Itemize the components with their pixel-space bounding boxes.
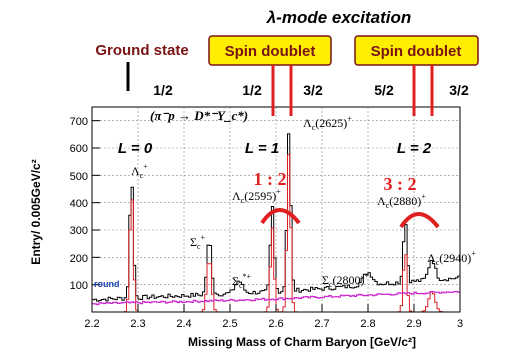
x-tick-label: 2.9 <box>406 318 421 330</box>
y-tick-label: 600 <box>70 143 88 155</box>
peak-label-lc2625: Λc(2625)+ <box>303 114 352 132</box>
peak-superscript: + <box>471 249 476 258</box>
x-tick-label: 2.7 <box>314 318 329 330</box>
y-tick-label: 500 <box>70 171 88 183</box>
peak-symbol: Λ <box>232 189 241 203</box>
legend-label-partial: round <box>94 279 120 289</box>
peak-subscript: c <box>140 171 144 180</box>
chart-title: λ-mode excitation <box>266 8 412 27</box>
spin-label-ground: 1/2 <box>153 82 173 98</box>
ratio-label-3-2: 3 : 2 <box>384 174 417 194</box>
peak-superscript: + <box>276 187 281 196</box>
peak-superscript: + <box>347 114 352 123</box>
x-tick-label: 2.6 <box>268 318 283 330</box>
peak-subscript: c <box>312 123 316 132</box>
x-axis-title: Missing Mass of Charm Baryon [GeV/c²] <box>188 335 416 349</box>
y-tick-label: 200 <box>70 253 88 265</box>
peak-symbol: Λ <box>131 164 140 178</box>
peak-label-lc2595: Λc(2595)+ <box>232 187 281 205</box>
ground-state-label: Ground state <box>95 42 188 59</box>
peak-subscript: c <box>197 242 201 251</box>
y-axis-title: Entry/ 0.005GeV/c² <box>29 159 43 264</box>
x-tick-label: 2.2 <box>84 318 99 330</box>
spin-label-doublet2-three-halves: 3/2 <box>449 82 469 98</box>
peak-mass: (2625) <box>315 116 347 130</box>
peak-subscript: c <box>241 196 245 205</box>
peak-symbol: Σ <box>190 235 197 249</box>
l0-label: L = 0 <box>118 140 153 157</box>
spin-doublet-label-1: Spin doublet <box>225 43 316 60</box>
spin-label-doublet1-three-halves: 3/2 <box>303 82 323 98</box>
peak-subscript: c <box>239 281 243 290</box>
peak-mass: (2800) <box>333 273 365 287</box>
ratio-arc-doublet1 <box>260 208 301 225</box>
peak-superscript: + <box>365 271 370 280</box>
peak-subscript: c <box>329 280 333 289</box>
peak-symbol: Σ <box>322 273 329 287</box>
x-tick-label: 2.8 <box>360 318 375 330</box>
histogram-total <box>92 133 460 302</box>
peak-superscript: + <box>201 233 206 242</box>
peak-symbol: Λ <box>427 251 436 265</box>
reaction-label: (π⁻p → D*⁻Y_c*) <box>150 108 248 123</box>
l1-label: L = 1 <box>245 140 279 157</box>
peak-label-sc2800: Σc(2800)+ <box>322 271 370 289</box>
peak-label-sigma-c: Σc+ <box>190 233 206 251</box>
peak-symbol: Σ <box>232 274 239 288</box>
peak-label-lc2880: Λc(2880)+ <box>377 192 426 210</box>
peak-mass: (2940) <box>439 251 471 265</box>
y-tick-labels: 100 200 300 400 500 600 700 <box>70 116 88 292</box>
histogram-background <box>92 290 460 306</box>
peak-label-lambda-c: Λc+ <box>131 162 148 180</box>
spin-doublet-box-1 <box>208 35 332 66</box>
peak-symbol: Λ <box>303 116 312 130</box>
spin-label-five-halves: 5/2 <box>374 82 394 98</box>
spin-doublet-label-2: Spin doublet <box>371 43 462 60</box>
axis-ticks <box>91 120 461 312</box>
peak-symbol: Λ <box>377 194 386 208</box>
ratio-label-1-2: 1 : 2 <box>254 169 287 189</box>
l2-label: L = 2 <box>397 140 432 157</box>
peak-label-lc2940: Λc(2940)+ <box>427 249 476 267</box>
y-tick-label: 100 <box>70 280 88 292</box>
peak-mass: (2880) <box>389 194 421 208</box>
y-tick-label: 700 <box>70 116 88 128</box>
x-tick-labels: 2.2 2.3 2.4 2.5 2.6 2.7 2.8 2.9 3 <box>84 318 463 330</box>
x-tick-label: 3 <box>457 318 463 330</box>
peak-label-sigma-c-star: Σc*+ <box>232 272 252 290</box>
y-tick-label: 300 <box>70 225 88 237</box>
y-tick-label: 400 <box>70 198 88 210</box>
peak-superscript: + <box>143 162 148 171</box>
peak-superscript: + <box>421 192 426 201</box>
peak-subscript: c <box>436 258 440 267</box>
peak-subscript: c <box>386 201 390 210</box>
ratio-arc-doublet2 <box>399 212 440 229</box>
spin-label-doublet1-half: 1/2 <box>242 82 262 98</box>
x-tick-label: 2.5 <box>222 318 237 330</box>
x-tick-label: 2.3 <box>130 318 145 330</box>
peak-mass: (2595) <box>244 189 276 203</box>
spin-doublet-box-2 <box>354 35 479 66</box>
peak-superscript: *+ <box>243 272 252 281</box>
x-tick-label: 2.4 <box>176 318 191 330</box>
